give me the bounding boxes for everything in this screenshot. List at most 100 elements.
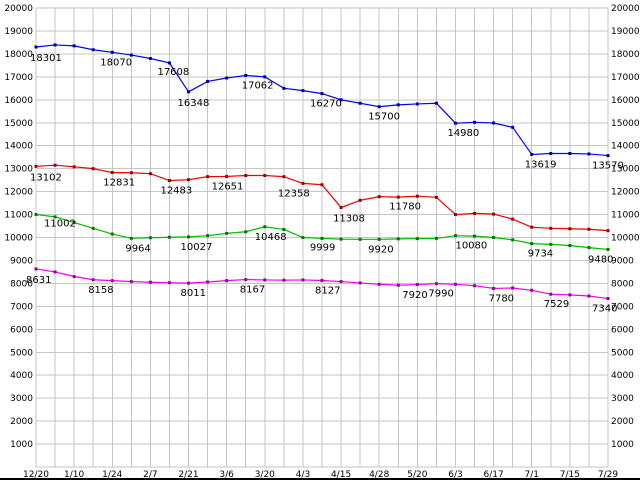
magenta-series-marker	[606, 297, 610, 301]
red-series-marker	[453, 213, 457, 217]
red-series-value-label: 12483	[160, 186, 192, 197]
green-series-marker	[72, 221, 76, 225]
magenta-series-marker	[339, 280, 343, 284]
magenta-series-marker	[587, 294, 591, 298]
green-series-marker	[187, 235, 191, 239]
y-axis-label-left: 1000	[10, 440, 33, 450]
blue-series-marker	[263, 75, 267, 79]
red-series-marker	[129, 171, 133, 175]
red-series-value-label: 12358	[278, 188, 310, 199]
red-series-marker	[91, 167, 95, 171]
green-series-marker	[206, 234, 210, 238]
blue-series-marker	[492, 121, 496, 125]
y-axis-label-right: 6000	[611, 325, 634, 335]
green-series-marker	[34, 213, 38, 217]
green-series-value-label: 10080	[455, 241, 487, 252]
y-axis-label-right: 19000	[611, 27, 640, 37]
y-axis-label-left: 18000	[4, 50, 33, 60]
magenta-series-marker	[511, 286, 515, 290]
x-axis-label: 4/3	[296, 470, 310, 480]
green-series-marker	[434, 236, 438, 240]
magenta-series-marker	[263, 278, 267, 282]
magenta-series-marker	[453, 282, 457, 286]
magenta-series-marker	[473, 284, 477, 288]
blue-series-value-label: 14980	[447, 128, 479, 139]
red-series-value-label: 11308	[333, 213, 365, 224]
blue-series-marker	[568, 152, 572, 156]
bottom-edge-bar	[0, 478, 640, 480]
green-series-marker	[549, 242, 553, 246]
green-series-marker	[282, 227, 286, 231]
red-series-marker	[473, 211, 477, 215]
red-series-marker	[167, 179, 171, 183]
magenta-series-value-label: 8631	[26, 275, 51, 286]
magenta-series-marker	[492, 286, 496, 290]
magenta-series-marker	[225, 279, 229, 283]
y-axis-label-right: 8000	[611, 279, 634, 289]
magenta-series-marker	[91, 278, 95, 282]
magenta-series-value-label: 8167	[240, 285, 265, 296]
y-axis-label-left: 4000	[10, 371, 33, 381]
blue-series-value-label: 15700	[368, 112, 400, 123]
blue-series-marker	[434, 101, 438, 105]
blue-series-marker	[34, 45, 38, 49]
red-series-marker	[320, 183, 324, 187]
green-series-marker	[606, 247, 610, 251]
blue-series-marker	[473, 120, 477, 124]
blue-series-marker	[72, 44, 76, 48]
magenta-series-marker	[301, 278, 305, 282]
blue-series-marker	[53, 43, 57, 47]
blue-series-value-label: 16348	[178, 98, 210, 109]
y-axis-label-left: 13000	[4, 165, 33, 175]
magenta-series-value-label: 7920	[402, 290, 427, 301]
magenta-series-marker	[110, 279, 114, 283]
red-series-marker	[282, 175, 286, 179]
magenta-series-marker	[415, 283, 419, 287]
y-axis-label-left: 7000	[10, 302, 33, 312]
blue-series-marker	[358, 101, 362, 105]
y-axis-label-right: 5000	[611, 348, 634, 358]
blue-series-marker	[549, 152, 553, 156]
green-series-marker	[339, 237, 343, 241]
magenta-series-value-label: 7340	[592, 304, 617, 315]
red-series-marker	[34, 164, 38, 168]
magenta-series-marker	[396, 283, 400, 287]
green-series-marker	[358, 237, 362, 241]
magenta-series-marker	[434, 282, 438, 286]
magenta-series-marker	[320, 278, 324, 282]
y-axis-label-right: 7000	[611, 302, 634, 312]
y-axis-label-right: 16000	[611, 96, 640, 106]
blue-series-value-label: 18070	[100, 57, 132, 68]
x-axis-label: 7/1	[524, 470, 538, 480]
red-series-marker	[339, 205, 343, 209]
blue-series-marker	[301, 89, 305, 93]
red-series-marker	[244, 174, 248, 178]
blue-series-value-label: 17062	[242, 80, 274, 91]
blue-series-marker	[339, 98, 343, 102]
green-series-marker	[415, 237, 419, 241]
red-series-value-label: 13102	[30, 172, 62, 183]
y-axis-label-left: 5000	[10, 348, 33, 358]
green-series-marker	[396, 237, 400, 241]
red-series-value-label: 11780	[389, 202, 421, 213]
green-series-marker	[129, 236, 133, 240]
magenta-series-value-label: 7529	[544, 299, 569, 310]
x-axis-label: 2/21	[178, 470, 198, 480]
x-axis-label: 6/3	[448, 470, 462, 480]
blue-series-marker	[225, 76, 229, 80]
green-series-marker	[453, 234, 457, 238]
magenta-series-marker	[53, 270, 57, 274]
red-series-marker	[434, 195, 438, 199]
green-series-marker	[110, 232, 114, 236]
x-axis-label: 6/17	[483, 470, 503, 480]
blue-series-marker	[396, 103, 400, 107]
magenta-series-marker	[530, 288, 534, 292]
magenta-series-value-label: 8158	[88, 285, 113, 296]
green-series-value-label: 9999	[310, 243, 335, 254]
blue-series-value-label: 13619	[525, 159, 557, 170]
green-series-marker	[263, 225, 267, 229]
green-series-marker	[587, 246, 591, 250]
red-series-marker	[301, 181, 305, 185]
